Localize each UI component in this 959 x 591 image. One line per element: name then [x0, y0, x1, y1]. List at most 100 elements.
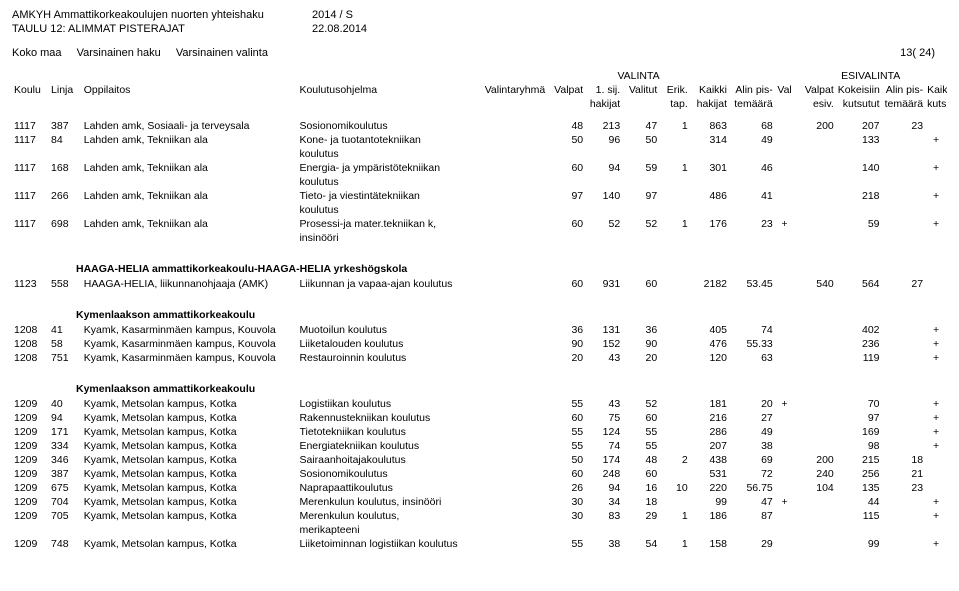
cell — [659, 439, 690, 453]
data-table: VALINTA ESIVALINTA Koulu Linja Oppilaito… — [12, 69, 947, 559]
cell: 1117 — [12, 217, 49, 231]
cell — [483, 231, 548, 245]
cell: 1209 — [12, 481, 49, 495]
table-row: 1117698Lahden amk, Tekniikan alaProsessi… — [12, 217, 947, 231]
cell: + — [925, 337, 947, 351]
col-oppilaitos: Oppilaitos — [82, 83, 298, 97]
cell: 55 — [548, 537, 585, 551]
cell: Kyamk, Kasarminmäen kampus, Kouvola — [82, 323, 298, 337]
cell: Rakennustekniikan koulutus — [297, 411, 482, 425]
cell — [729, 203, 775, 217]
cell: 218 — [836, 189, 882, 203]
cell: + — [925, 323, 947, 337]
col-erik: Erik. — [659, 83, 690, 97]
table-row: 1117387Lahden amk, Sosiaali- ja terveysa… — [12, 119, 947, 133]
cell — [690, 203, 729, 217]
cell: 240 — [794, 467, 835, 481]
cell: 104 — [794, 481, 835, 495]
cell: 50 — [548, 453, 585, 467]
cell — [882, 217, 926, 231]
cell — [794, 351, 835, 365]
cell: Energiatekniikan koulutus — [297, 439, 482, 453]
cell — [659, 425, 690, 439]
cell: Lahden amk, Tekniikan ala — [82, 133, 298, 147]
cell: 675 — [49, 481, 82, 495]
cell: + — [775, 397, 795, 411]
cell: 1209 — [12, 397, 49, 411]
cell — [82, 147, 298, 161]
cell: 96 — [585, 133, 622, 147]
cell: 20 — [622, 351, 659, 365]
cell: 256 — [836, 467, 882, 481]
cell — [659, 203, 690, 217]
cell: 30 — [548, 495, 585, 509]
cell — [659, 351, 690, 365]
cell — [659, 231, 690, 245]
cell: 1209 — [12, 495, 49, 509]
cell: Kone- ja tuotantotekniikan — [297, 133, 482, 147]
cell: 248 — [585, 467, 622, 481]
cell: 169 — [836, 425, 882, 439]
cell — [775, 453, 795, 467]
cell: 1209 — [12, 439, 49, 453]
cell: 1 — [659, 217, 690, 231]
cell — [483, 425, 548, 439]
cell: Kyamk, Kasarminmäen kampus, Kouvola — [82, 337, 298, 351]
cell: 23 — [729, 217, 775, 231]
col-valitut: Valitut — [622, 83, 659, 97]
cell — [925, 481, 947, 495]
col-alinpis2: Alin pis- — [882, 83, 926, 97]
cell: 1 — [659, 161, 690, 175]
cell — [483, 175, 548, 189]
table-row: 1209704Kyamk, Metsolan kampus, KotkaMere… — [12, 495, 947, 509]
cell: insinööri — [297, 231, 482, 245]
col-kutsutut: kutsutut — [836, 97, 882, 111]
cell — [483, 277, 548, 291]
col-group-row: VALINTA ESIVALINTA — [12, 69, 947, 83]
cell: 44 — [836, 495, 882, 509]
cell — [925, 147, 947, 161]
cell: 69 — [729, 453, 775, 467]
table-row-cont: koulutus — [12, 203, 947, 217]
cell — [794, 411, 835, 425]
cell: 50 — [622, 133, 659, 147]
cell: 94 — [585, 481, 622, 495]
cell: + — [925, 161, 947, 175]
cell: 186 — [690, 509, 729, 523]
cell: Liiketoiminnan logistiikan koulutus — [297, 537, 482, 551]
cell — [775, 323, 795, 337]
cell — [659, 467, 690, 481]
cell: Kyamk, Kasarminmäen kampus, Kouvola — [82, 351, 298, 365]
cell — [622, 203, 659, 217]
cell: 564 — [836, 277, 882, 291]
col-linja: Linja — [49, 83, 82, 97]
cell: 140 — [836, 161, 882, 175]
cell: merikapteeni — [297, 523, 482, 537]
cell: 98 — [836, 439, 882, 453]
group-valinta: VALINTA — [548, 69, 729, 83]
cell: 1209 — [12, 467, 49, 481]
table-row: 1208751Kyamk, Kasarminmäen kampus, Kouvo… — [12, 351, 947, 365]
cell: 34 — [585, 495, 622, 509]
col-alinpis: Alin pis- — [729, 83, 775, 97]
cell — [483, 509, 548, 523]
cell — [659, 277, 690, 291]
col-header-row-2: hakijat tap. hakijat temäärä esiv. kutsu… — [12, 97, 947, 111]
cell — [483, 323, 548, 337]
cell — [585, 147, 622, 161]
col-sij1: 1. sij. — [585, 83, 622, 97]
col-val: Val — [775, 83, 795, 97]
cell: 23 — [882, 481, 926, 495]
cell: 47 — [622, 119, 659, 133]
cell: Lahden amk, Tekniikan ala — [82, 189, 298, 203]
cell — [775, 161, 795, 175]
cell: 74 — [729, 323, 775, 337]
title-line-1: AMKYH Ammattikorkeakoulujen nuorten yhte… — [12, 8, 312, 22]
cell: 200 — [794, 453, 835, 467]
cell: 38 — [585, 537, 622, 551]
cell: 49 — [729, 133, 775, 147]
cell: + — [925, 509, 947, 523]
cell: 10 — [659, 481, 690, 495]
cell: 215 — [836, 453, 882, 467]
cell: 20 — [548, 351, 585, 365]
